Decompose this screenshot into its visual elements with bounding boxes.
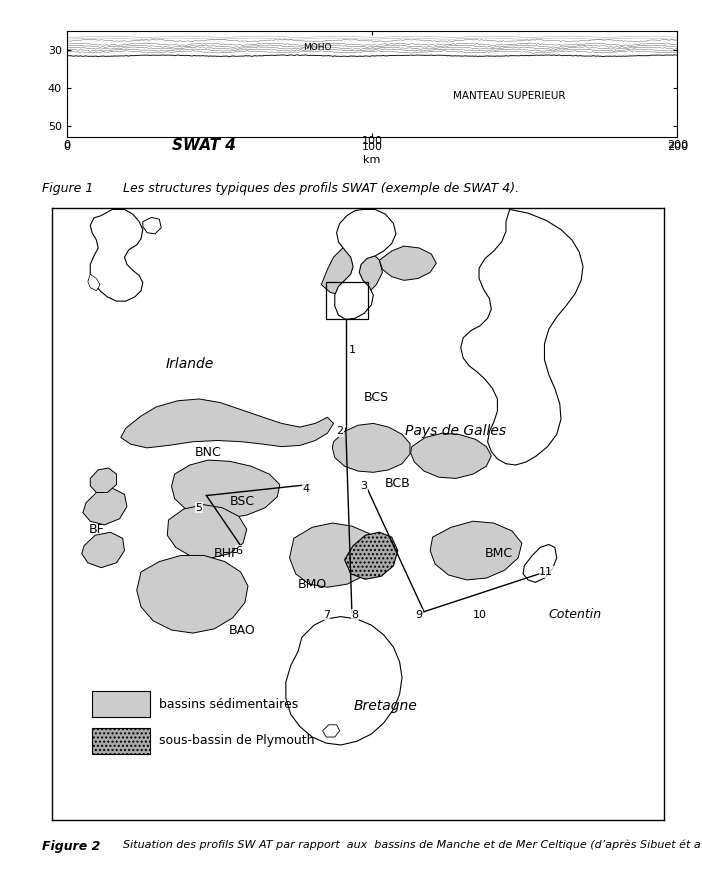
Polygon shape bbox=[143, 217, 161, 234]
Text: BF: BF bbox=[88, 523, 104, 536]
Polygon shape bbox=[88, 275, 100, 291]
Text: 9: 9 bbox=[416, 610, 423, 619]
Text: Figure 1: Figure 1 bbox=[42, 182, 93, 195]
Polygon shape bbox=[167, 505, 247, 558]
Text: 5: 5 bbox=[196, 502, 203, 513]
Bar bbox=[92, 691, 150, 717]
Polygon shape bbox=[121, 399, 333, 447]
Polygon shape bbox=[81, 532, 124, 568]
Bar bbox=[92, 728, 150, 753]
Polygon shape bbox=[91, 209, 143, 301]
Polygon shape bbox=[83, 488, 127, 525]
Text: Pays de Galles: Pays de Galles bbox=[405, 424, 506, 439]
Polygon shape bbox=[379, 246, 436, 280]
Polygon shape bbox=[322, 725, 340, 737]
Polygon shape bbox=[171, 460, 280, 519]
Polygon shape bbox=[332, 424, 410, 472]
Text: 200: 200 bbox=[667, 140, 688, 151]
Text: BCS: BCS bbox=[364, 392, 389, 404]
Polygon shape bbox=[523, 544, 557, 582]
Text: MANTEAU SUPERIEUR: MANTEAU SUPERIEUR bbox=[453, 90, 566, 101]
Text: MOHO: MOHO bbox=[303, 43, 331, 52]
Text: BSC: BSC bbox=[230, 495, 254, 509]
Text: 4: 4 bbox=[303, 485, 310, 494]
Text: 11: 11 bbox=[539, 567, 553, 577]
Text: Situation des profils SW AT par rapport  aux  bassins de Manche et de Mer Celtiq: Situation des profils SW AT par rapport … bbox=[123, 840, 702, 851]
Polygon shape bbox=[430, 521, 522, 580]
Text: Les structures typiques des profils SWAT (exemple de SWAT 4).: Les structures typiques des profils SWAT… bbox=[123, 182, 519, 195]
Polygon shape bbox=[137, 556, 248, 633]
Polygon shape bbox=[335, 209, 396, 320]
Polygon shape bbox=[91, 468, 117, 493]
Text: 10: 10 bbox=[473, 610, 487, 619]
Text: BAO: BAO bbox=[228, 624, 256, 636]
Text: 0: 0 bbox=[63, 140, 70, 151]
Text: BMC: BMC bbox=[484, 548, 512, 560]
Polygon shape bbox=[322, 245, 383, 297]
Text: 8: 8 bbox=[352, 610, 359, 619]
Text: Figure 2: Figure 2 bbox=[42, 840, 100, 853]
Text: Bretagne: Bretagne bbox=[354, 699, 418, 713]
Text: BNC: BNC bbox=[195, 447, 222, 459]
Text: Irlande: Irlande bbox=[166, 357, 214, 371]
Text: 7: 7 bbox=[323, 610, 330, 619]
Text: BHF: BHF bbox=[214, 548, 239, 560]
Bar bbox=[326, 282, 368, 320]
Text: Cotentin: Cotentin bbox=[548, 609, 602, 621]
Text: 6: 6 bbox=[235, 546, 242, 556]
Text: sous-bassin de Plymouth: sous-bassin de Plymouth bbox=[159, 734, 314, 747]
Polygon shape bbox=[411, 433, 491, 478]
Text: BCB: BCB bbox=[385, 477, 411, 490]
Polygon shape bbox=[345, 532, 398, 579]
Polygon shape bbox=[289, 523, 379, 587]
Text: 100: 100 bbox=[362, 136, 383, 146]
Text: 3: 3 bbox=[361, 481, 368, 492]
Text: 2: 2 bbox=[336, 426, 343, 436]
Text: SWAT 4: SWAT 4 bbox=[172, 138, 236, 152]
Text: BMO: BMO bbox=[298, 578, 327, 591]
Text: 1: 1 bbox=[348, 345, 355, 355]
Polygon shape bbox=[461, 209, 583, 465]
Text: bassins sédimentaires: bassins sédimentaires bbox=[159, 697, 298, 711]
Polygon shape bbox=[286, 617, 402, 745]
Text: km: km bbox=[364, 155, 380, 165]
